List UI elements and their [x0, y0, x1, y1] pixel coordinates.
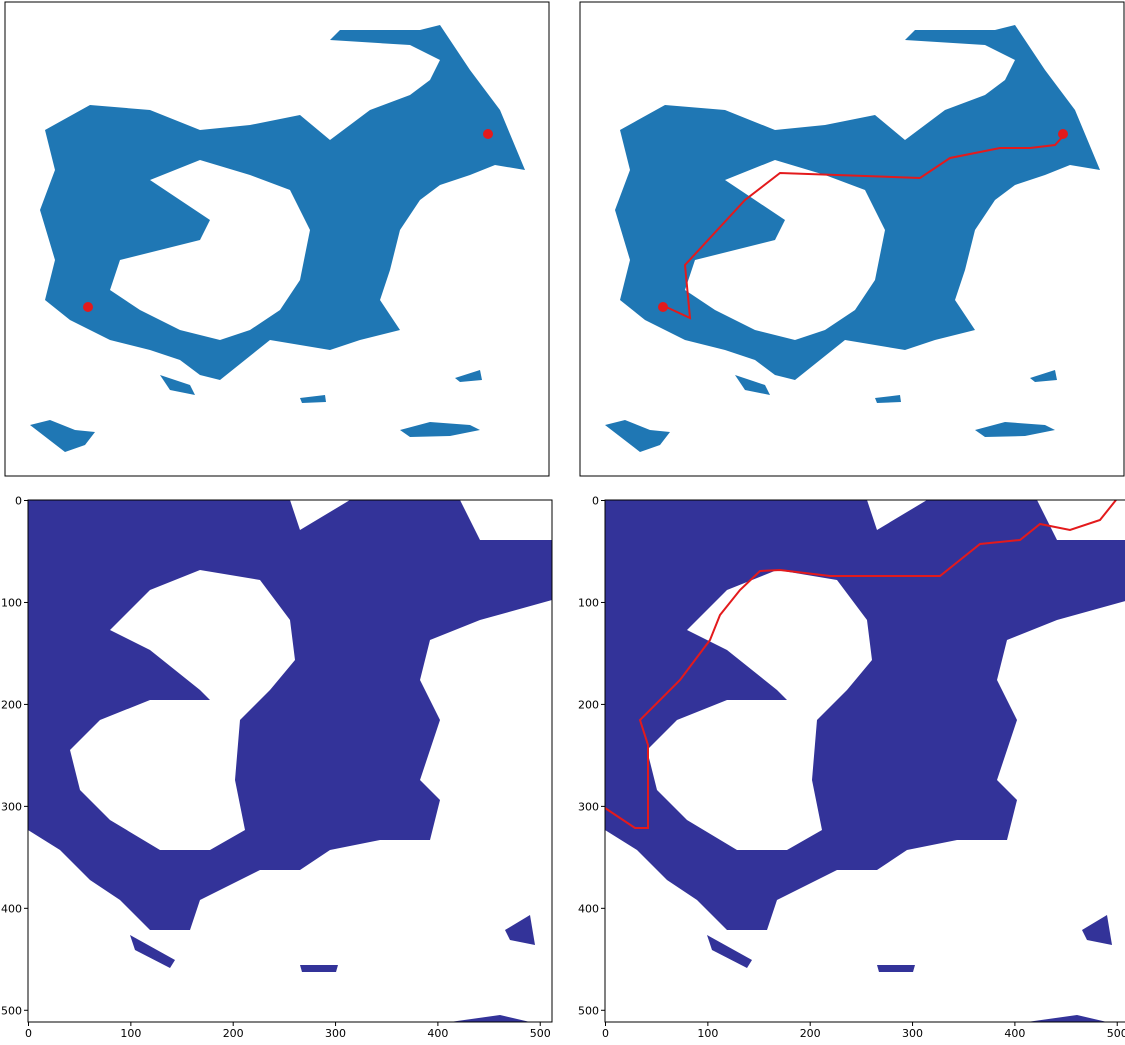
x-tick-label: 400 [427, 1027, 448, 1040]
start-marker [658, 302, 668, 312]
x-tick-label: 200 [223, 1027, 244, 1040]
start-marker [83, 302, 93, 312]
y-tick-label: 500 [1, 1004, 22, 1017]
x-tick-label: 0 [602, 1027, 609, 1040]
x-tick-label: 400 [1004, 1027, 1025, 1040]
x-tick-label: 300 [325, 1027, 346, 1040]
land [30, 25, 525, 452]
panel-content [605, 25, 1100, 452]
land [605, 25, 1100, 452]
y-tick-label: 200 [578, 698, 599, 711]
y-tick-label: 500 [578, 1004, 599, 1017]
end-marker [1058, 129, 1068, 139]
y-tick-label: 0 [592, 495, 599, 508]
x-tick-label: 300 [902, 1027, 923, 1040]
y-tick-label: 0 [15, 495, 22, 508]
land [28, 500, 552, 1022]
x-tick-label: 100 [120, 1027, 141, 1040]
y-tick-label: 200 [1, 698, 22, 711]
x-tick-label: 200 [800, 1027, 821, 1040]
image-area [28, 500, 552, 1022]
x-tick-label: 100 [697, 1027, 718, 1040]
x-tick-label: 0 [25, 1027, 32, 1040]
y-tick-label: 400 [578, 902, 599, 915]
panel [5, 2, 549, 476]
y-tick-label: 100 [1, 596, 22, 609]
end-marker [483, 129, 493, 139]
land [605, 500, 1125, 1022]
image-area [605, 500, 1125, 1022]
y-tick-label: 300 [1, 800, 22, 813]
y-tick-label: 100 [578, 596, 599, 609]
panel-content [605, 500, 1125, 1022]
figure: 01002003004005000100200300400500 0100200… [0, 0, 1125, 1045]
y-tick-label: 300 [578, 800, 599, 813]
y-tick-label: 400 [1, 902, 22, 915]
page: {"chart_data": [ {"type": "map", "color"… [0, 0, 1125, 1045]
panel [580, 2, 1124, 476]
x-tick-label: 500 [1107, 1027, 1125, 1040]
x-tick-label: 500 [530, 1027, 551, 1040]
